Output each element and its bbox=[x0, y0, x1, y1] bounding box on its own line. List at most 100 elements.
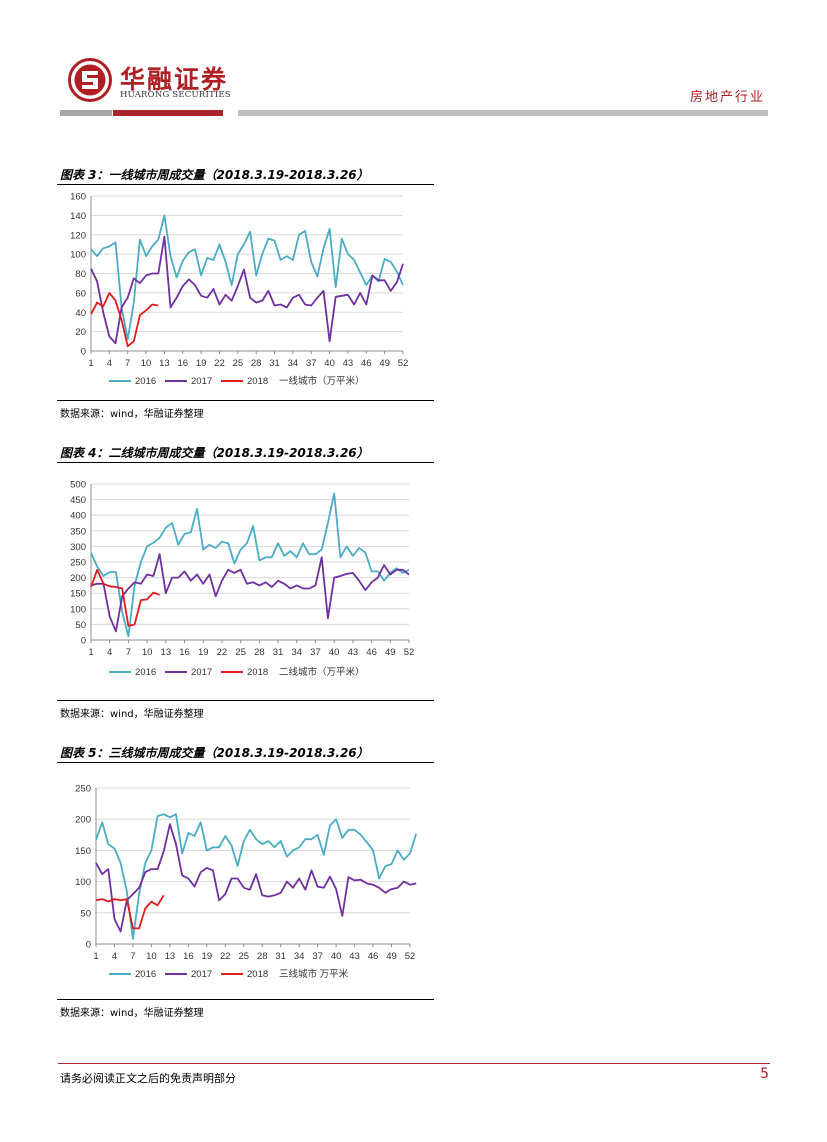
brand-name-en: HUARONG SECURITIES bbox=[120, 90, 231, 100]
x-tick-label: 43 bbox=[348, 647, 359, 658]
header-bar-red bbox=[113, 110, 223, 116]
y-tick-label: 50 bbox=[75, 620, 86, 631]
x-tick-label: 28 bbox=[251, 358, 262, 369]
x-tick-label: 46 bbox=[368, 951, 379, 962]
x-tick-label: 22 bbox=[217, 647, 228, 658]
figure-5-chart: 0 50 100 150 200 250 1 4 7 10 13 16 19 22 25 28 31 34 37 40… bbox=[75, 784, 418, 980]
series-line-2017 bbox=[95, 823, 417, 933]
y-tick-label: 0 bbox=[86, 940, 91, 951]
x-tick-label: 25 bbox=[235, 647, 246, 658]
page-number: 5 bbox=[760, 1066, 769, 1082]
x-tick-label: 37 bbox=[312, 951, 323, 962]
x-tick-label: 37 bbox=[310, 647, 321, 658]
y-tick-label: 60 bbox=[75, 288, 86, 299]
legend-label-2017: 2017 bbox=[191, 667, 212, 678]
legend-unit-note: 三线城市 万平米 bbox=[279, 968, 349, 980]
x-tick-label: 52 bbox=[404, 647, 415, 658]
x-tick-label: 31 bbox=[273, 647, 284, 658]
x-tick-label: 43 bbox=[349, 951, 360, 962]
x-tick-label: 22 bbox=[214, 358, 225, 369]
x-tick-label: 52 bbox=[398, 358, 409, 369]
legend-label-2018: 2018 bbox=[247, 376, 268, 387]
legend-unit-note: 二线城市（万平米） bbox=[279, 666, 365, 678]
figure-5-bottom-rule bbox=[57, 999, 434, 1000]
y-tick-label: 0 bbox=[81, 347, 86, 358]
figure-3-chart: 0 20 40 60 80 100 120 140 160 1 4 7 10 13 16 19 22 25 28 31… bbox=[70, 192, 409, 388]
y-tick-label: 500 bbox=[70, 480, 86, 491]
y-tick-label: 20 bbox=[75, 327, 86, 338]
x-tick-label: 40 bbox=[329, 647, 340, 658]
legend-label-2017: 2017 bbox=[191, 376, 212, 387]
footer-disclaimer: 请务必阅读正文之后的免责声明部分 bbox=[60, 1072, 236, 1085]
x-tick-label: 7 bbox=[130, 951, 135, 962]
series-line-2016 bbox=[90, 492, 410, 638]
x-tick-label: 16 bbox=[177, 358, 188, 369]
x-tick-label: 52 bbox=[405, 951, 416, 962]
y-tick-label: 350 bbox=[70, 526, 86, 537]
x-tick-label: 28 bbox=[254, 647, 265, 658]
x-tick-label: 1 bbox=[88, 358, 93, 369]
x-tick-label: 10 bbox=[142, 647, 153, 658]
series-line-2018 bbox=[90, 292, 159, 348]
y-tick-label: 200 bbox=[75, 815, 91, 826]
y-tick-label: 100 bbox=[70, 604, 86, 615]
figure-5-top-rule bbox=[57, 762, 434, 763]
brand-name-cn: 华融证券 bbox=[120, 65, 229, 94]
x-tick-label: 43 bbox=[343, 358, 354, 369]
x-tick-label: 16 bbox=[179, 647, 190, 658]
y-tick-label: 450 bbox=[70, 495, 86, 506]
x-tick-label: 7 bbox=[126, 647, 131, 658]
y-tick-label: 400 bbox=[70, 511, 86, 522]
x-tick-label: 28 bbox=[257, 951, 268, 962]
x-tick-label: 40 bbox=[324, 358, 335, 369]
series-line-2017 bbox=[90, 235, 404, 345]
figure-4-bottom-rule bbox=[57, 700, 434, 701]
y-tick-label: 40 bbox=[75, 308, 86, 319]
y-tick-label: 100 bbox=[75, 877, 91, 888]
x-tick-label: 40 bbox=[331, 951, 342, 962]
y-tick-label: 160 bbox=[70, 192, 86, 203]
huarong-logo-icon bbox=[68, 58, 112, 102]
x-tick-label: 19 bbox=[202, 951, 213, 962]
figure-4-title: 图表 4：二线城市周成交量（2018.3.19-2018.3.26） bbox=[60, 446, 369, 460]
y-tick-label: 200 bbox=[70, 573, 86, 584]
figure-5-source: 数据来源：wind，华融证券整理 bbox=[60, 1008, 204, 1019]
x-tick-label: 4 bbox=[107, 358, 112, 369]
y-tick-label: 100 bbox=[70, 250, 86, 261]
series-line-2018 bbox=[95, 894, 165, 930]
x-tick-label: 10 bbox=[146, 951, 157, 962]
footer-rule bbox=[58, 1063, 770, 1064]
header-bar-gray-right bbox=[238, 110, 768, 116]
x-tick-label: 22 bbox=[220, 951, 231, 962]
x-tick-label: 10 bbox=[141, 358, 152, 369]
legend-label-2016: 2016 bbox=[135, 969, 156, 980]
y-tick-label: 300 bbox=[70, 542, 86, 553]
x-tick-label: 46 bbox=[366, 647, 377, 658]
figure-3-title: 图表 3：一线城市周成交量（2018.3.19-2018.3.26） bbox=[60, 168, 369, 182]
header-bar-gray-left bbox=[60, 110, 112, 116]
y-tick-label: 140 bbox=[70, 211, 86, 222]
x-tick-label: 1 bbox=[93, 951, 98, 962]
x-tick-label: 46 bbox=[361, 358, 372, 369]
y-tick-label: 150 bbox=[70, 589, 86, 600]
x-tick-label: 34 bbox=[294, 951, 305, 962]
x-tick-label: 4 bbox=[112, 951, 117, 962]
legend-unit-note: 一线城市（万平米） bbox=[279, 375, 365, 387]
x-tick-label: 34 bbox=[288, 358, 299, 369]
x-tick-label: 34 bbox=[291, 647, 302, 658]
legend-label-2018: 2018 bbox=[247, 969, 268, 980]
series-line-2016 bbox=[95, 813, 418, 940]
x-tick-label: 31 bbox=[275, 951, 286, 962]
x-tick-label: 7 bbox=[125, 358, 130, 369]
x-tick-label: 19 bbox=[198, 647, 209, 658]
y-tick-label: 80 bbox=[75, 269, 86, 280]
series-line-2016 bbox=[90, 214, 404, 341]
y-tick-label: 120 bbox=[70, 230, 86, 241]
figure-3-top-rule bbox=[57, 184, 434, 185]
x-tick-label: 25 bbox=[233, 358, 244, 369]
x-tick-label: 13 bbox=[165, 951, 176, 962]
x-tick-label: 49 bbox=[386, 951, 397, 962]
figure-4-chart: 0 50 100 150 200 250 300 350 400 450 500 1 4 7 10 13 16 1… bbox=[70, 480, 415, 679]
series-line-2017 bbox=[90, 553, 410, 633]
figure-3-source: 数据来源：wind，华融证券整理 bbox=[60, 409, 204, 420]
